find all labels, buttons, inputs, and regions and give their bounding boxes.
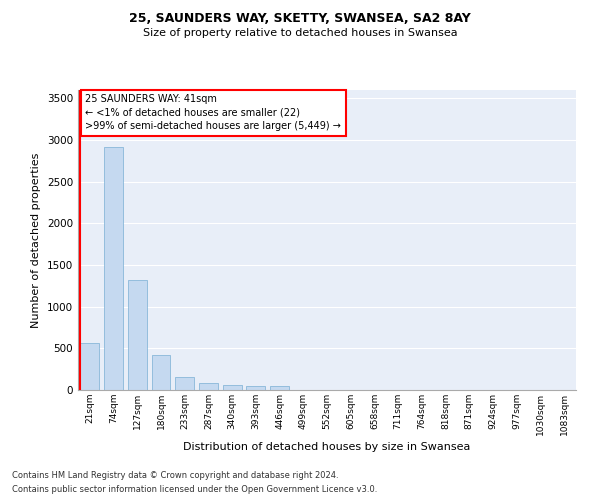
Bar xyxy=(175,377,194,390)
Bar xyxy=(152,356,170,390)
Bar xyxy=(270,386,289,390)
Bar xyxy=(104,146,123,390)
Text: Distribution of detached houses by size in Swansea: Distribution of detached houses by size … xyxy=(184,442,470,452)
Text: 25 SAUNDERS WAY: 41sqm
← <1% of detached houses are smaller (22)
>99% of semi-de: 25 SAUNDERS WAY: 41sqm ← <1% of detached… xyxy=(85,94,341,131)
Bar xyxy=(128,280,147,390)
Text: Size of property relative to detached houses in Swansea: Size of property relative to detached ho… xyxy=(143,28,457,38)
Bar xyxy=(199,384,218,390)
Text: Contains HM Land Registry data © Crown copyright and database right 2024.: Contains HM Land Registry data © Crown c… xyxy=(12,471,338,480)
Bar xyxy=(80,342,100,390)
Text: Contains public sector information licensed under the Open Government Licence v3: Contains public sector information licen… xyxy=(12,485,377,494)
Text: 25, SAUNDERS WAY, SKETTY, SWANSEA, SA2 8AY: 25, SAUNDERS WAY, SKETTY, SWANSEA, SA2 8… xyxy=(129,12,471,26)
Y-axis label: Number of detached properties: Number of detached properties xyxy=(31,152,41,328)
Bar xyxy=(247,386,265,390)
Bar xyxy=(223,385,242,390)
